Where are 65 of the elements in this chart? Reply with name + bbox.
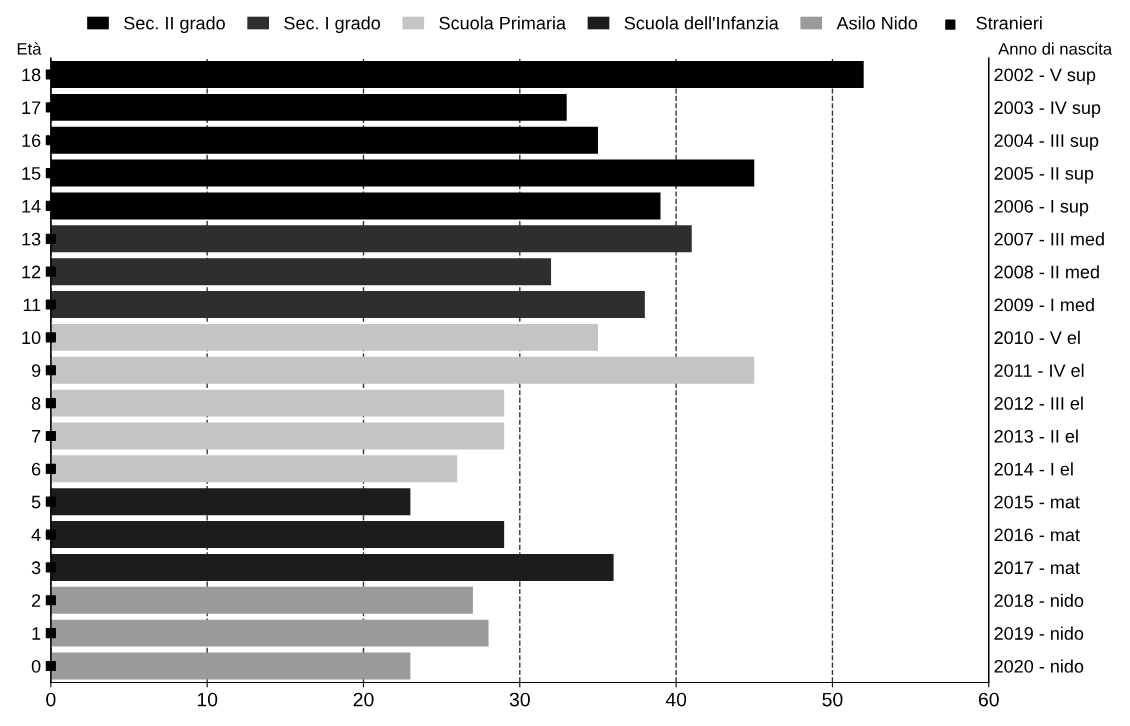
y2-tick-label: 2007 - III med [994,232,1104,246]
x-tick-label: 50 [822,692,843,707]
x-tick-label: 0 [46,692,56,707]
bar [50,356,755,384]
legend-label: Stranieri [976,16,1042,30]
y2-tick-label: 2014 - I el [994,462,1073,476]
bar [50,652,411,680]
y-tick-label: 17 [22,101,41,114]
y-tick-label: 8 [31,397,41,410]
y-tick-label: 10 [22,331,41,345]
y-tick-label: 4 [31,528,41,542]
y2-tick-label: 2019 - nido [994,626,1084,640]
bar [50,422,505,450]
y2-tick-label: 2015 - mat [994,495,1080,509]
y-tick-label: 6 [32,462,41,476]
y2-tick-label: 2005 - II sup [994,167,1094,184]
y-tick-label: 14 [22,200,41,213]
y2-tick-label: 2006 - I sup [994,199,1089,217]
bar [50,455,458,483]
y2-tick-label: 2016 - mat [994,528,1080,542]
y2-tick-label: 2013 - II el [994,429,1078,443]
bar [50,389,505,417]
legend-label: Scuola Primaria [439,16,566,30]
y2-tick-label: 2017 - mat [994,561,1080,575]
y-tick-label: 1 [32,627,41,640]
bar [50,619,489,647]
bar [50,521,505,549]
y2-tick-label: 2018 - nido [994,593,1084,608]
bar [50,553,614,581]
y-tick-label: 12 [22,265,41,279]
y-tick-label: 2 [32,594,41,607]
y-tick-label: 5 [31,495,41,509]
y-tick-label: 18 [22,68,41,82]
y2-tick-label: 2008 - II med [994,265,1099,279]
y2-tick-label: 2012 - III el [994,396,1083,410]
bar [50,258,552,286]
bar [50,323,598,351]
y-tick-label: 16 [22,134,41,147]
y2-axis-title: Anno di nascita [998,42,1113,55]
bar [50,586,473,614]
x-tick-label: 60 [978,692,999,707]
y2-tick-label: 2009 - I med [994,298,1094,312]
y-tick-label: 0 [31,659,41,673]
y-tick-label: 15 [22,167,41,180]
x-tick-label: 10 [197,692,218,707]
legend-label: Asilo Nido [836,16,918,30]
y-tick-label: 9 [31,364,41,377]
legend-label: Sec. I grado [284,16,381,34]
legend-label: Sec. II grado [124,16,225,34]
bar [50,488,411,516]
y-axis-title: Età [17,42,42,55]
y-tick-label: 3 [31,561,41,575]
y2-tick-label: 2004 - III sup [994,134,1099,151]
legend-label: Scuola dell'Infanzia [624,16,779,30]
y-tick-label: 13 [22,232,41,246]
x-tick-label: 30 [509,692,530,707]
y2-tick-label: 2011 - IV el [994,363,1084,377]
y2-tick-label: 2002 - V sup [994,68,1096,85]
x-tick-label: 40 [665,692,687,707]
y2-tick-label: 2020 - nido [994,659,1084,673]
x-tick-label: 20 [353,692,374,707]
y-tick-label: 11 [23,298,41,312]
y2-tick-label: 2003 - IV sup [994,101,1101,118]
y-tick-label: 7 [32,430,41,443]
y2-tick-label: 2010 - V el [994,330,1080,345]
